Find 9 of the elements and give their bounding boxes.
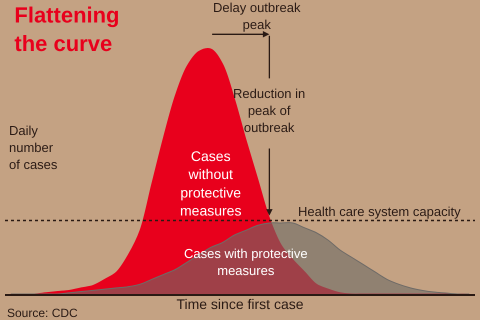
series-label: Cases without protective measures	[180, 148, 242, 219]
ref-line-label: Health care system capacity	[298, 204, 462, 219]
chart-title: Flattening the curve	[14, 2, 120, 56]
source-note: Source: CDC	[7, 306, 78, 320]
text: Delay outbreak peak	[213, 0, 301, 32]
y-axis-title: Daily number of cases	[9, 123, 58, 172]
series-label: Cases with protective measures	[184, 246, 308, 278]
annotation: Reduction in peak of outbreak	[233, 86, 306, 135]
x-axis-title: Time since first case	[176, 296, 304, 312]
